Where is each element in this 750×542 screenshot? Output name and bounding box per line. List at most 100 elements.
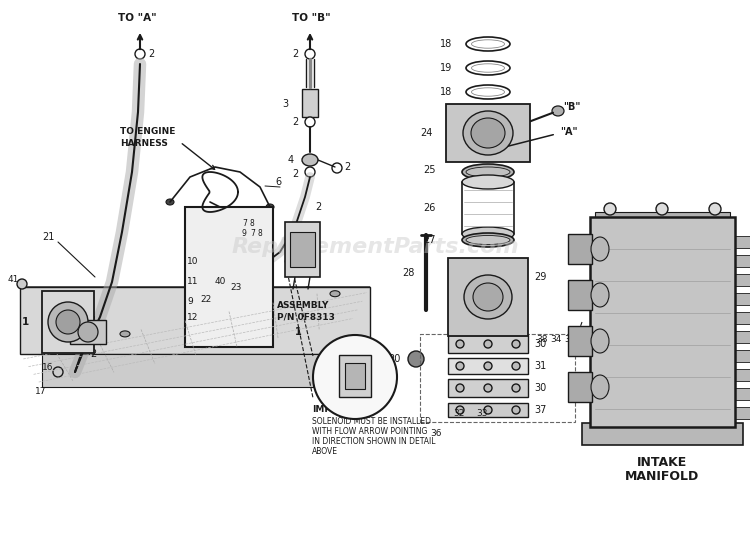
Ellipse shape [552,106,564,116]
Text: 38: 38 [536,334,548,344]
Circle shape [512,406,520,414]
Circle shape [313,335,397,419]
Circle shape [512,340,520,348]
Text: 4: 4 [288,155,294,165]
Ellipse shape [302,154,318,166]
Bar [448,358,528,374]
Circle shape [453,272,463,282]
Text: 26: 26 [423,203,435,213]
Text: 1: 1 [22,317,29,327]
Text: 32: 32 [453,410,464,418]
Text: ASSEMBLY: ASSEMBLY [277,300,329,309]
Text: IMPORTANT: IMPORTANT [312,405,372,415]
Bar [568,280,592,310]
Circle shape [512,384,520,392]
Text: 3: 3 [282,99,288,109]
Bar [70,320,106,344]
Bar [568,326,592,356]
Bar [590,217,735,427]
Text: 10: 10 [187,257,199,267]
Bar [582,423,743,445]
Text: TO "B": TO "B" [292,13,331,23]
Circle shape [241,228,249,236]
Bar [420,334,575,422]
Text: 9: 9 [187,298,193,306]
Circle shape [484,362,492,370]
Text: 2: 2 [148,49,154,59]
Text: 18: 18 [440,39,452,49]
Text: 28: 28 [402,268,414,278]
Bar [285,222,320,277]
Ellipse shape [466,167,510,177]
Text: 30: 30 [534,339,546,349]
Text: 13: 13 [62,330,74,339]
Circle shape [709,203,721,215]
Bar [735,293,750,305]
Text: 35: 35 [564,334,575,344]
Polygon shape [20,287,370,324]
Circle shape [199,298,207,306]
Text: P/N 0F8313: P/N 0F8313 [277,313,334,321]
Text: 33: 33 [476,410,488,418]
Ellipse shape [226,209,234,215]
Bar [448,258,528,336]
Circle shape [48,302,88,342]
Text: 21: 21 [42,232,54,242]
Circle shape [305,167,315,177]
Bar [735,274,750,286]
Text: 12: 12 [187,313,198,321]
Circle shape [257,218,265,226]
Bar [735,407,750,419]
Ellipse shape [591,375,609,399]
Bar [302,89,318,117]
Text: 2: 2 [90,349,96,359]
Circle shape [304,287,312,295]
Circle shape [56,310,80,334]
Text: 27: 27 [423,235,436,245]
Bar [448,379,528,397]
Circle shape [456,362,464,370]
Text: WITH FLOW ARROW POINTING: WITH FLOW ARROW POINTING [312,428,428,436]
Text: 36: 36 [430,429,442,438]
Text: 9: 9 [242,229,247,238]
Circle shape [332,163,342,173]
Bar [735,369,750,381]
Bar [185,207,273,347]
Text: 11: 11 [187,278,199,287]
Ellipse shape [462,233,514,247]
Circle shape [656,203,668,215]
Bar [735,331,750,343]
Text: 16: 16 [42,363,53,371]
Circle shape [241,238,249,246]
Bar [735,236,750,248]
Circle shape [484,340,492,348]
Ellipse shape [330,291,340,296]
Text: 22: 22 [200,294,211,304]
Ellipse shape [471,118,505,148]
Text: 2: 2 [292,169,298,179]
Text: 30: 30 [534,383,546,393]
Text: 23: 23 [230,282,242,292]
Text: HARNESS: HARNESS [120,139,168,149]
Text: 2: 2 [292,49,298,59]
Bar [446,104,530,162]
Text: 41: 41 [8,275,20,285]
Text: 18: 18 [440,87,452,97]
Circle shape [456,406,464,414]
Text: "A": "A" [560,127,578,137]
Circle shape [249,238,257,246]
Circle shape [73,347,83,357]
Text: TO ENGINE: TO ENGINE [120,127,176,137]
Text: 2: 2 [344,162,350,172]
Bar [735,388,750,400]
Text: 25: 25 [423,165,436,175]
Ellipse shape [462,164,514,180]
Circle shape [456,384,464,392]
Ellipse shape [266,204,274,210]
Circle shape [257,328,265,336]
Circle shape [513,312,523,322]
Circle shape [219,278,227,286]
Circle shape [456,340,464,348]
Bar [568,372,592,402]
Circle shape [305,49,315,59]
